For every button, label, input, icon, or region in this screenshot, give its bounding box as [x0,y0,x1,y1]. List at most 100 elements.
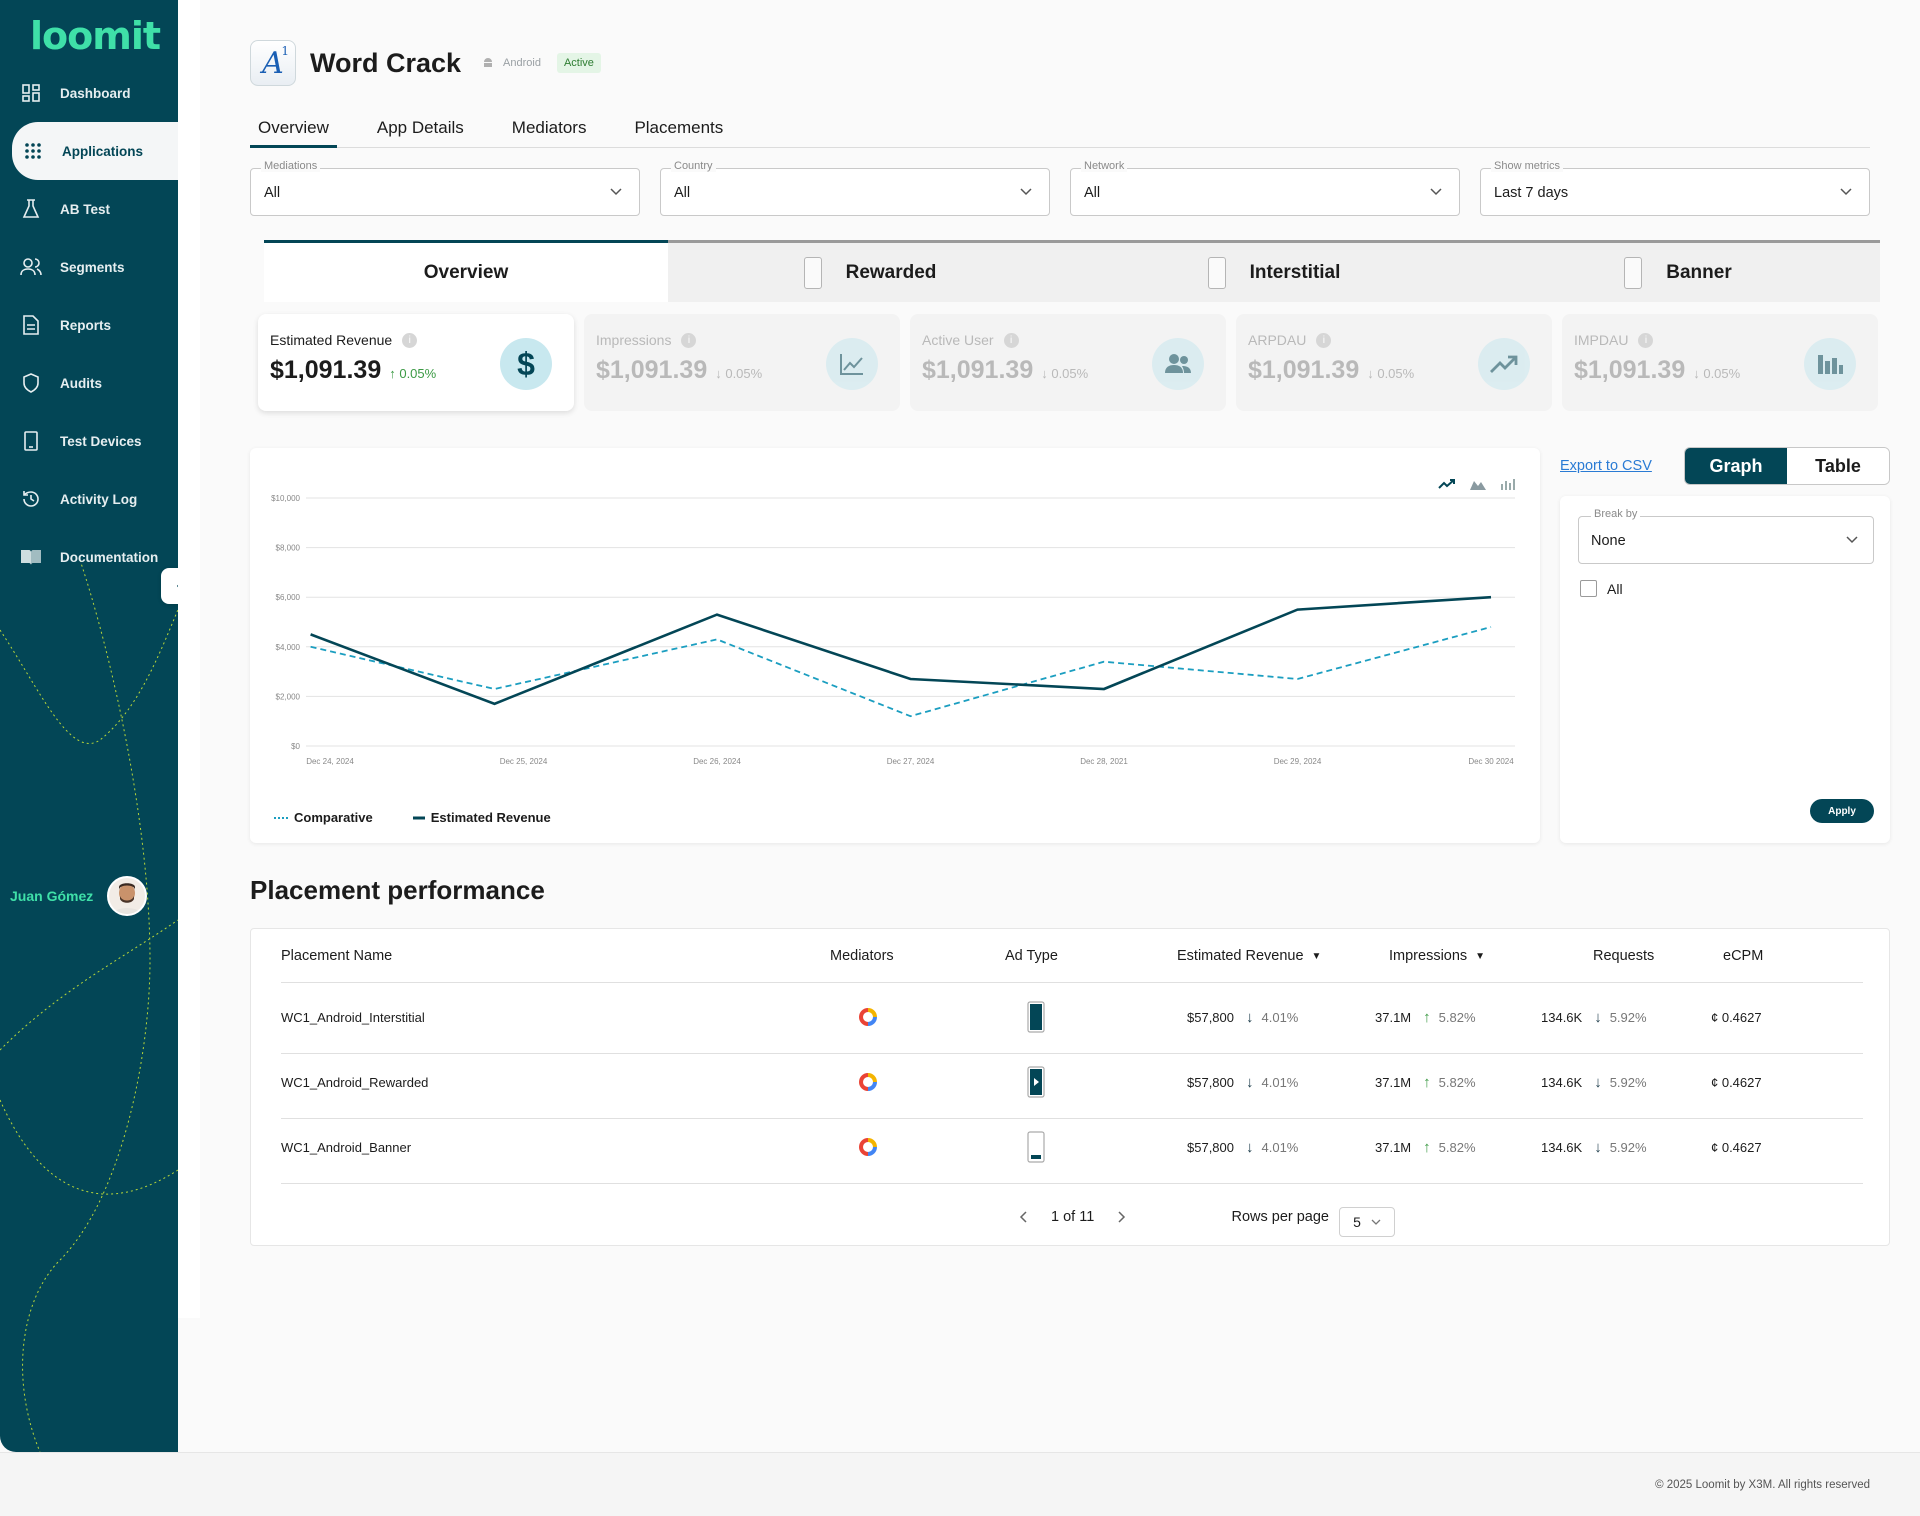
sidebar-item-dashboard[interactable]: Dashboard [0,64,178,122]
col-impressions[interactable]: Impressions ▼ [1389,929,1485,983]
tab-mediators[interactable]: Mediators [511,118,587,137]
metric-card-active-user[interactable]: Active User i $1,091.39 ↓ 0.05% [910,314,1226,411]
break-by-select[interactable]: Break by None [1578,508,1874,564]
sidebar-item-label: Applications [62,143,144,159]
arrow-down-icon: ↓ [1594,1138,1602,1156]
segment-rewarded[interactable]: Rewarded [668,240,1072,302]
logo: loomit [30,14,161,58]
table-toggle-button[interactable]: Table [1787,448,1889,484]
sidebar-item-applications[interactable]: Applications [12,122,178,180]
revenue-value: $57,800 [1187,1009,1234,1025]
arrow-down-icon: ↓ [1246,1073,1254,1091]
sidebar-item-label: Activity Log [60,491,138,507]
info-icon[interactable]: i [1316,332,1332,348]
dollar-icon: $ [500,338,552,390]
metric-value: $1,091.39 [1248,356,1360,384]
ecpm-cell: ¢ 0.4627 [1711,1007,1762,1027]
sidebar-item-ab-test[interactable]: AB Test [0,180,178,238]
x-tick-label: Dec 26, 2024 [693,757,741,766]
sidebar-item-label: Reports [60,317,112,333]
bar-chart-icon [1804,338,1856,390]
metric-delta: ↓ 0.05% [1367,366,1415,381]
sidebar-item-label: Audits [60,375,102,391]
export-csv-link[interactable]: Export to CSV [1560,458,1652,474]
break-by-label: Break by [1591,508,1641,520]
avatar[interactable] [107,876,148,916]
rewarded-icon [803,256,822,289]
revenue-delta: 4.01% [1261,1139,1299,1155]
filter-label: Network [1081,160,1128,172]
shield-icon [20,372,42,394]
all-checkbox[interactable]: All [1580,580,1623,597]
sidebar-item-audits[interactable]: Audits [0,354,178,412]
sidebar-item-activity-log[interactable]: Activity Log [0,470,178,528]
sort-desc-icon: ▼ [1311,950,1322,962]
sidebar-item-test-devices[interactable]: Test Devices [0,412,178,470]
placement-name: WC1_Android_Banner [281,1139,412,1155]
info-icon[interactable]: i [402,332,418,348]
segment-interstitial[interactable]: Interstitial [1072,240,1476,302]
network-select[interactable]: Network All [1070,160,1460,216]
x-tick-label: Dec 28, 2021 [1080,757,1128,766]
tab-placements[interactable]: Placements [634,118,724,137]
country-select[interactable]: Country All [660,160,1050,216]
revenue-value: $57,800 [1187,1074,1234,1090]
sidebar-item-label: Documentation [60,549,159,565]
show-metrics-select[interactable]: Show metrics Last 7 days [1480,160,1870,216]
requests-value: 134.6K [1541,1074,1583,1090]
info-icon[interactable]: i [1638,332,1654,348]
sidebar-nav: Dashboard Applications AB Test Segments … [0,64,178,586]
graph-toggle-button[interactable]: Graph [1685,448,1787,484]
segment-banner[interactable]: Banner [1476,240,1880,302]
sidebar-item-reports[interactable]: Reports [0,296,178,354]
metric-card-impdau[interactable]: IMPDAU i $1,091.39 ↓ 0.05% [1562,314,1878,411]
metric-delta: ↓ 0.05% [1041,366,1089,381]
area-chart-type-icon[interactable] [1470,478,1486,490]
document-icon [20,314,42,336]
view-toggle: Graph Table [1684,447,1890,485]
sidebar-item-segments[interactable]: Segments [0,238,178,296]
revenue-delta: 4.01% [1261,1074,1299,1090]
line-chart: $10,000 $8,000 $6,000 $4,000 $2,000 $0 Dec 24,… [271,494,1515,766]
checkbox-box[interactable] [1580,580,1597,597]
break-by-panel: Break by None All Apply [1560,496,1890,843]
sidebar-item-label: Test Devices [60,433,142,449]
rows-per-page-label: Rows per page [1231,1209,1329,1225]
sidebar-gutter [178,0,200,1318]
ecpm-value: ¢ 0.4627 [1711,1009,1762,1025]
metric-card-impressions[interactable]: Impressions i $1,091.39 ↓ 0.05% [584,314,900,411]
rows-per-page-select[interactable]: 5 [1339,1207,1395,1237]
mediator-logo-icon [859,1073,877,1091]
chevron-down-icon [610,188,622,196]
legend-comparative: Comparative [294,810,373,825]
metric-card-estimated-revenue[interactable]: Estimated Revenue i $1,091.39 ↑ 0.05% $ [258,314,574,411]
x-tick-label: Dec 30 2024 [1468,757,1514,766]
filter-label: Mediations [261,160,321,172]
x-tick-label: Dec 24, 2024 [306,757,354,766]
android-icon [484,58,493,67]
mediations-select[interactable]: Mediations All [250,160,640,216]
bar-chart-type-icon[interactable] [1500,478,1516,490]
segment-overview[interactable]: Overview [264,240,668,302]
segment-label: Rewarded [845,261,937,283]
info-icon[interactable]: i [1003,332,1019,348]
chevron-left-icon[interactable] [1019,1210,1029,1224]
ecpm-cell: ¢ 0.4627 [1711,1137,1762,1157]
info-icon[interactable]: i [681,332,697,348]
apply-button[interactable]: Apply [1810,799,1874,823]
tab-app-details[interactable]: App Details [376,118,464,137]
user-profile[interactable]: Juan Gómez [10,876,148,916]
chevron-right-icon[interactable] [1116,1210,1126,1224]
metric-delta: ↑ 0.05% [389,366,437,381]
line-chart-type-icon[interactable] [1438,478,1456,490]
tab-overview[interactable]: Overview [250,112,337,148]
metric-card-arpdau[interactable]: ARPDAU i $1,091.39 ↓ 0.05% [1236,314,1552,411]
sidebar-item-documentation[interactable]: Documentation [0,528,178,586]
metric-delta-text: 0.05% [1377,366,1415,381]
col-mediators: Mediators [830,948,894,964]
ecpm-cell: ¢ 0.4627 [1711,1072,1762,1092]
sidebar-item-label: Dashboard [60,85,131,101]
col-estimated-revenue[interactable]: Estimated Revenue ▼ [1177,929,1321,983]
impressions-delta: 5.82% [1438,1009,1476,1025]
